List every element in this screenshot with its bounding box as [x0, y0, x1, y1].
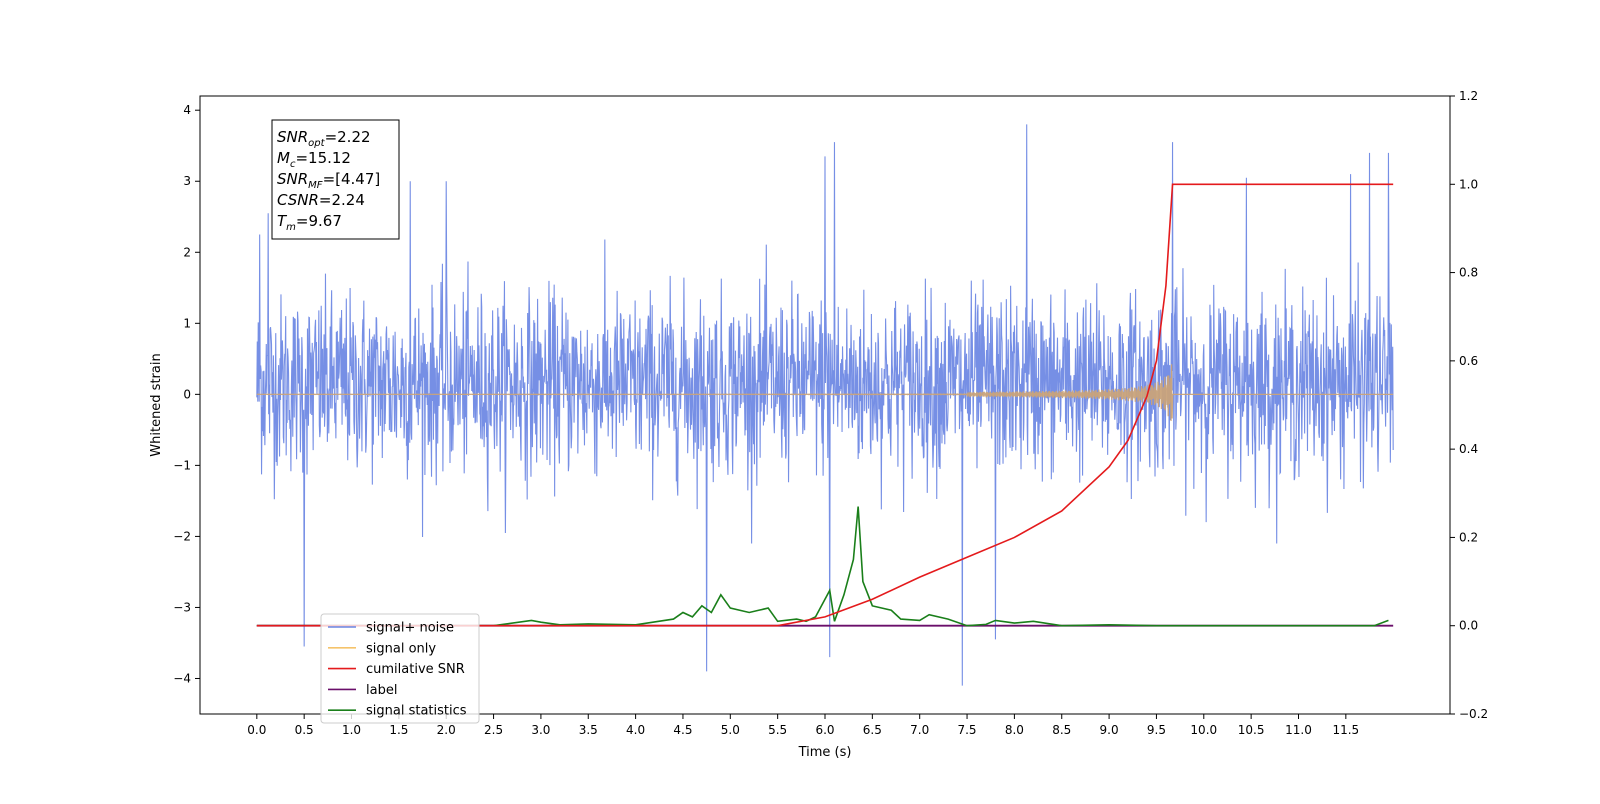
x-tick-label: 0.5: [295, 723, 314, 737]
y-tick-label: −1: [173, 458, 191, 472]
annotation-symbol: SNR: [277, 170, 308, 188]
x-tick-label: 4.0: [626, 723, 645, 737]
y-tick-label: 4: [183, 103, 191, 117]
x-tick-label: 10.5: [1238, 723, 1265, 737]
y-tick-label: −2: [173, 529, 191, 543]
x-tick-label: 9.0: [1100, 723, 1119, 737]
legend: signal+ noise signal only cumilative SNR la…: [320, 613, 480, 724]
x-tick-label: 8.0: [1005, 723, 1024, 737]
x-tick-label: 5.0: [721, 723, 740, 737]
x-tick-label: 0.0: [247, 723, 266, 737]
y2-tick-label: 0.6: [1459, 354, 1478, 368]
y2-tick-label: 0.0: [1459, 619, 1478, 633]
annotation-value: =2.22: [325, 128, 371, 146]
y-tick-label: −3: [173, 600, 191, 614]
y-tick-label: 2: [183, 245, 191, 259]
y-axis-left: 4 3 2 1 0 −1 −2 −3 −4: [173, 103, 200, 685]
annotation-symbol: CSNR: [277, 191, 319, 209]
series-cumulative-snr-line: [256, 183, 1394, 627]
x-tick-label: 9.5: [1147, 723, 1166, 737]
annotation-line: Mc=15.12: [277, 149, 351, 170]
series-signal-only-line: [256, 364, 1394, 421]
annotation-box: SNRopt=2.22Mc=15.12SNRMF=[4.47]CSNR=2.24…: [271, 119, 400, 240]
x-tick-label: 7.0: [910, 723, 929, 737]
y2-tick-label: 1.2: [1459, 89, 1478, 103]
x-tick-label: 10.0: [1190, 723, 1217, 737]
y2-tick-label: −0.2: [1459, 707, 1488, 721]
legend-label: signal statistics: [366, 704, 467, 719]
y-tick-label: 0: [183, 387, 191, 401]
x-tick-label: 1.5: [389, 723, 408, 737]
x-tick-label: 8.5: [1052, 723, 1071, 737]
x-tick-label: 6.0: [815, 723, 834, 737]
annotation-value: =[4.47]: [323, 170, 381, 188]
annotation-line: CSNR=2.24: [277, 191, 365, 209]
y2-tick-label: 0.8: [1459, 266, 1478, 280]
annotation-subscript: m: [286, 222, 296, 233]
annotation-value: =2.24: [319, 191, 365, 209]
series-signal-noise-line: [256, 124, 1394, 686]
x-tick-label: 5.5: [768, 723, 787, 737]
legend-label: cumilative SNR: [366, 662, 465, 677]
annotation-value: =15.12: [295, 149, 351, 167]
annotation-line: SNRopt=2.22: [277, 128, 371, 149]
annotation-symbol: T: [277, 212, 288, 230]
y2-tick-label: 0.2: [1459, 530, 1478, 544]
legend-frame: [320, 613, 480, 724]
x-tick-label: 7.5: [957, 723, 976, 737]
legend-label: label: [366, 683, 397, 698]
annotation-symbol: M: [277, 149, 290, 167]
x-axis: 0.0 0.5 1.0 1.5 2.0 2.5 3.0 3.5 4.0 4.5 5.0 5.5 6.0 6…: [247, 714, 1359, 737]
series-signal-statistics-line: [256, 506, 1389, 627]
annotation-subscript: MF: [308, 180, 323, 191]
x-tick-label: 3.0: [531, 723, 550, 737]
annotation-line: SNRMF=[4.47]: [277, 170, 380, 191]
y-tick-label: 3: [183, 174, 191, 188]
x-tick-label: 6.5: [863, 723, 882, 737]
legend-label: signal+ noise: [366, 621, 454, 636]
annotation-frame: [271, 119, 400, 240]
annotation-subscript: c: [290, 159, 296, 170]
annotation-value: =9.67: [296, 212, 342, 230]
y2-tick-label: 0.4: [1459, 442, 1478, 456]
y-axis-right: 1.2 1.0 0.8 0.6 0.4 0.2 0.0 −0.2: [1450, 89, 1488, 721]
x-axis-label: Time (s): [798, 745, 852, 760]
y-tick-label: 1: [183, 316, 191, 330]
legend-label: signal only: [366, 641, 436, 656]
x-tick-label: 11.0: [1285, 723, 1312, 737]
annotation-line: Tm=9.67: [277, 212, 342, 233]
x-tick-label: 4.5: [673, 723, 692, 737]
x-tick-label: 2.5: [484, 723, 503, 737]
x-tick-label: 3.5: [579, 723, 598, 737]
x-tick-label: 1.0: [342, 723, 361, 737]
annotation-symbol: SNR: [277, 128, 308, 146]
y-axis-label: Whitened strain: [149, 353, 164, 456]
y-tick-label: −4: [173, 671, 191, 685]
x-tick-label: 2.0: [437, 723, 456, 737]
x-tick-label: 11.5: [1332, 723, 1359, 737]
y2-tick-label: 1.0: [1459, 177, 1478, 191]
annotation-subscript: opt: [308, 138, 325, 149]
